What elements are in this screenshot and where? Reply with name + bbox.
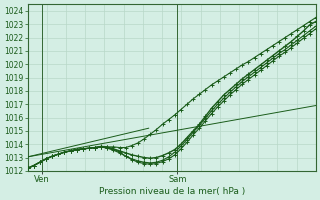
X-axis label: Pression niveau de la mer( hPa ): Pression niveau de la mer( hPa ) <box>99 187 245 196</box>
